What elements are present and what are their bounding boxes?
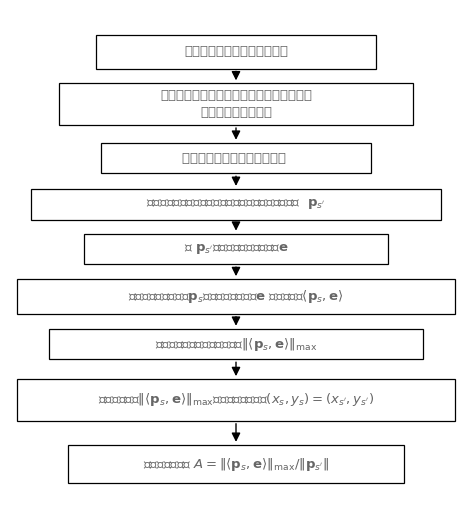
Text: 内积模最大值$\|\langle\mathbf{p}_s,\mathbf{e}\rangle\|_{\mathrm{max}}$时得到声源的位置$(x_s,y_: 内积模最大值$\|\langle\mathbf{p}_s,\mathbf{e}\… [98,391,374,408]
Text: 用声压幅值信号向量$\mathbf{p}_s$和归一化后的向量$\mathbf{e}$ 做内积运算$\langle\mathbf{p}_s,\mathbf{e}: 用声压幅值信号向量$\mathbf{p}_s$和归一化后的向量$\mathbf{… [128,288,344,305]
Text: 构造声源面上某一点源在测量面形成的声压幅值向量  $\mathbf{p}_{s'}$: 构造声源面上某一点源在测量面形成的声压幅值向量 $\mathbf{p}_{s'}… [146,197,326,211]
Text: 用单纯形法搜索内积模最大值$\|\langle\mathbf{p}_s,\mathbf{e}\rangle\|_{\mathrm{max}}$: 用单纯形法搜索内积模最大值$\|\langle\mathbf{p}_s,\mat… [155,335,317,353]
Bar [17,279,455,314]
Bar [50,329,422,359]
Bar [17,379,455,421]
Bar [84,234,388,264]
Text: 到频域声压幅值信号: 到频域声压幅值信号 [200,106,272,120]
Bar [101,143,371,174]
Bar [96,35,376,69]
Text: 对测量的时域声压信号进行傅里叶变换，得: 对测量的时域声压信号进行傅里叶变换，得 [160,89,312,102]
Text: 布置传声器阵列测量声压信号: 布置传声器阵列测量声压信号 [184,45,288,58]
Bar [31,189,441,219]
Text: 构造测量阵列的声压幅值向量: 构造测量阵列的声压幅值向量 [182,152,290,164]
Bar [59,83,413,125]
Text: 计算声源的强度 $A=\|\langle\mathbf{p}_s,\mathbf{e}\rangle\|_{\mathrm{max}}/\|\mathbf{p}: 计算声源的强度 $A=\|\langle\mathbf{p}_s,\mathbf… [143,456,329,473]
Bar [68,445,404,484]
Text: 对 $\mathbf{p}_{s'}$进行归一化处理得向量$\mathbf{e}$: 对 $\mathbf{p}_{s'}$进行归一化处理得向量$\mathbf{e}… [184,242,288,256]
